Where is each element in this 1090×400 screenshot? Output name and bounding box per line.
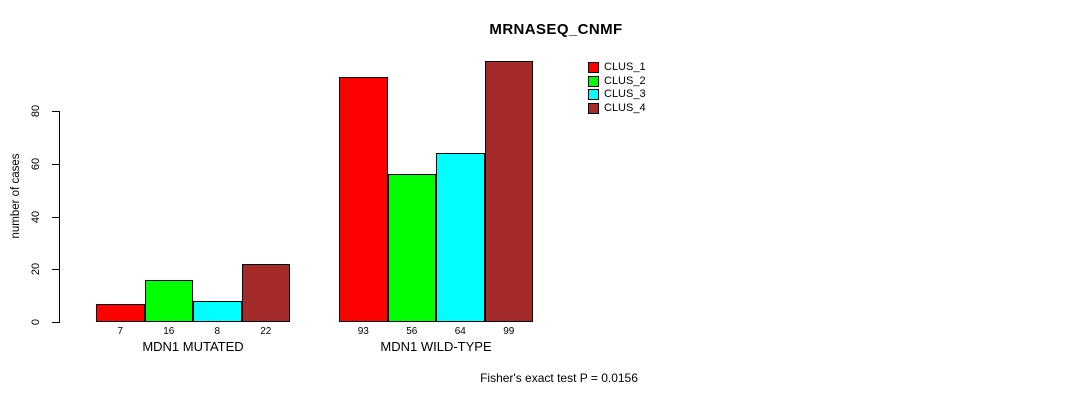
legend-item: CLUS_2 [588, 74, 646, 87]
bar-value-label: 56 [406, 326, 418, 337]
y-tick [52, 163, 59, 165]
bar-value-label: 16 [163, 326, 175, 337]
y-axis-label: number of cases [10, 153, 22, 239]
y-tick-label: 40 [30, 210, 42, 223]
legend-label: CLUS_4 [604, 101, 646, 114]
bar-value-label: 8 [214, 326, 221, 337]
y-tick-label: 0 [30, 318, 42, 326]
y-tick [52, 269, 59, 271]
legend-swatch [588, 62, 599, 73]
bar [144, 279, 193, 322]
legend-label: CLUS_3 [604, 88, 646, 100]
legend-label: CLUS_1 [604, 61, 646, 73]
bar-value-label: 7 [117, 326, 124, 337]
bar [241, 263, 290, 322]
group-label: MDN1 WILD-TYPE [380, 339, 492, 354]
y-tick [52, 322, 59, 323]
footnote: Fisher's exact test P = 0.0156 [480, 371, 638, 385]
bar [484, 60, 533, 322]
legend-label: CLUS_2 [604, 74, 646, 87]
bar-value-label: 99 [503, 326, 515, 337]
legend-swatch [588, 102, 599, 114]
bar-value-label: 22 [260, 326, 272, 337]
bar [339, 76, 388, 322]
y-tick [52, 111, 59, 112]
y-tick-label: 20 [30, 263, 42, 276]
legend: CLUS_1 CLUS_2 CLUS_3 CLUS_4 [588, 62, 646, 116]
group-label: MDN1 MUTATED [142, 339, 244, 354]
chart-title: MRNASEQ_CNMF [489, 21, 623, 38]
bar [96, 303, 145, 322]
legend-swatch [588, 89, 599, 100]
bar-value-label: 64 [454, 326, 466, 337]
bar [436, 153, 485, 322]
bar-value-label: 93 [357, 326, 369, 337]
y-tick [52, 216, 59, 218]
y-axis-line [59, 111, 60, 323]
bar [387, 174, 436, 322]
legend-swatch [588, 75, 599, 87]
legend-item: CLUS_3 [588, 89, 646, 100]
y-tick-label: 60 [30, 157, 42, 170]
legend-item: CLUS_1 [588, 62, 646, 73]
legend-item: CLUS_4 [588, 101, 646, 114]
bar [193, 300, 242, 322]
y-tick-label: 80 [30, 104, 42, 118]
